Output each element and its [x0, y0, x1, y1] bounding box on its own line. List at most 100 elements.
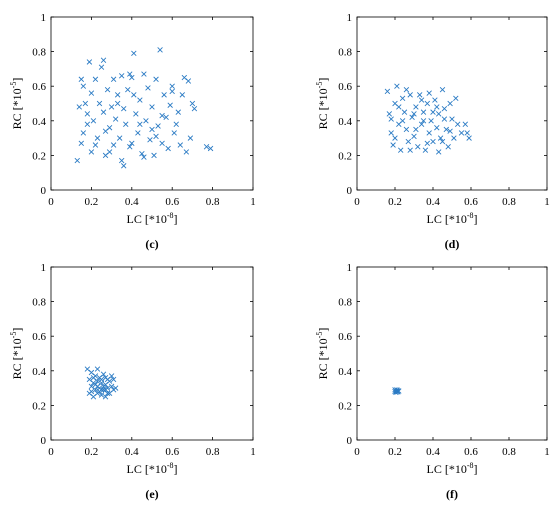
- data-point: [407, 147, 413, 153]
- data-point: [110, 142, 117, 148]
- data-point: [434, 104, 440, 110]
- data-point: [88, 149, 95, 155]
- data-point: [151, 152, 157, 159]
- data-point: [430, 138, 436, 145]
- data-point: [451, 135, 457, 141]
- data-point: [102, 375, 109, 381]
- data-point: [127, 71, 133, 77]
- plot-frame: [356, 266, 548, 441]
- data-point: [145, 85, 151, 91]
- data-point: [121, 163, 127, 169]
- data-point: [96, 100, 103, 107]
- y-tick-label: 0.6: [32, 81, 46, 93]
- data-point: [169, 83, 175, 89]
- y-tick-label: 0.2: [32, 150, 46, 162]
- data-point: [394, 83, 400, 89]
- x-tick-label: 0.6: [165, 196, 179, 208]
- data-point: [435, 111, 442, 117]
- data-point: [137, 97, 143, 103]
- x-tick-label: 0.4: [426, 196, 440, 208]
- data-point: [420, 118, 427, 124]
- data-point: [133, 111, 139, 117]
- data-point: [159, 140, 165, 147]
- data-point: [82, 100, 89, 107]
- x-tick-label: 1: [250, 196, 256, 208]
- data-point: [139, 150, 145, 157]
- data-point: [116, 135, 123, 141]
- data-point: [110, 76, 117, 82]
- data-point: [167, 102, 173, 108]
- data-point: [175, 109, 181, 115]
- data-point: [155, 123, 161, 129]
- data-point: [462, 121, 469, 127]
- data-point: [149, 126, 155, 133]
- data-point: [416, 92, 423, 98]
- x-tick-label: 1: [544, 196, 550, 208]
- data-point: [447, 100, 453, 107]
- data-point: [418, 97, 425, 103]
- data-point: [413, 126, 419, 133]
- data-point: [163, 114, 169, 121]
- y-tick-label: 0.2: [338, 150, 352, 162]
- data-point: [441, 105, 448, 112]
- data-point: [424, 140, 431, 147]
- x-axis-label: LC [*10-8]: [126, 211, 177, 226]
- plot-frame: [356, 16, 548, 191]
- y-tick-label: 0.8: [338, 47, 352, 59]
- y-tick-label: 0.6: [338, 331, 352, 343]
- data-point: [159, 112, 165, 119]
- data-point: [92, 387, 99, 393]
- x-tick-label: 0: [48, 446, 54, 458]
- y-axis-label: RC [*10-5]: [9, 328, 24, 380]
- x-tick-label: 0.8: [502, 196, 516, 208]
- data-point: [171, 130, 177, 136]
- data-point: [106, 149, 113, 155]
- data-point: [396, 104, 402, 110]
- data-point: [98, 387, 105, 393]
- x-tick-label: 0.4: [125, 196, 139, 208]
- data-point: [137, 121, 143, 127]
- data-point: [92, 76, 99, 82]
- data-point: [401, 109, 408, 115]
- y-tick-label: 0.4: [338, 366, 352, 378]
- data-point: [88, 90, 95, 96]
- data-point: [207, 145, 214, 152]
- data-point: [405, 138, 412, 145]
- data-point: [426, 130, 432, 136]
- data-point: [430, 109, 436, 115]
- x-tick-label: 0.2: [85, 196, 99, 208]
- data-point: [466, 135, 472, 141]
- data-point: [92, 142, 99, 148]
- data-point: [390, 142, 396, 148]
- data-point: [114, 100, 121, 107]
- data-point: [411, 133, 417, 140]
- y-tick-label: 0.4: [338, 116, 352, 128]
- data-point: [131, 50, 137, 57]
- data-point: [439, 86, 446, 93]
- data-point: [149, 104, 155, 110]
- data-point: [439, 138, 446, 145]
- data-point: [102, 387, 109, 393]
- data-point: [98, 376, 105, 383]
- data-point: [112, 116, 119, 122]
- data-point: [426, 90, 432, 96]
- plot-frame: [50, 266, 254, 441]
- data-point: [388, 116, 394, 122]
- data-point: [143, 118, 149, 124]
- data-point: [76, 104, 82, 110]
- data-point: [185, 78, 192, 84]
- data-point: [399, 95, 406, 102]
- data-point: [98, 64, 105, 70]
- data-point: [108, 373, 115, 379]
- x-axis-label: LC [*10-8]: [426, 211, 477, 226]
- x-axis-label: LC [*10-8]: [126, 461, 177, 476]
- data-point: [453, 95, 459, 102]
- y-tick-label: 0.6: [32, 331, 46, 343]
- scatter-panel-c: 0 0.2 0.4 0.6 0.8 1 0 0.2 0.4 0.6 0.8 1 LC [*10-8] RC…: [9, 12, 256, 251]
- scatter-panel-f: 0 0.2 0.4 0.6 0.8 1 0 0.2 0.4 0.6 0.8 1 LC [*10-8] RC…: [315, 262, 550, 501]
- data-point: [403, 86, 410, 93]
- data-point: [407, 92, 413, 98]
- y-tick-label: 0: [347, 185, 353, 197]
- x-tick-label: 0.2: [85, 446, 99, 458]
